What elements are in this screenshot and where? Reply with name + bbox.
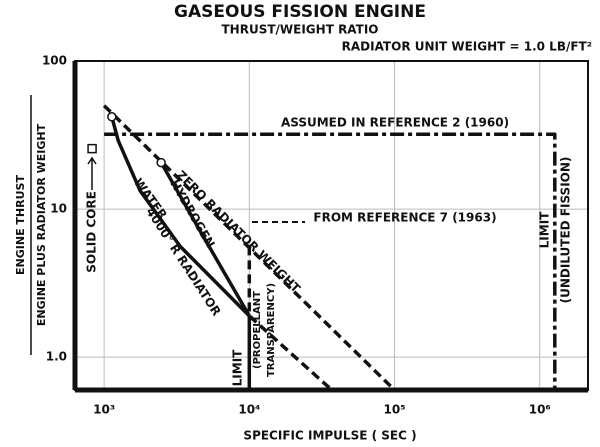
series-line bbox=[159, 161, 251, 317]
series-line bbox=[247, 246, 333, 392]
start-marker bbox=[156, 157, 166, 168]
chart-note: RADIATOR UNIT WEIGHT = 1.0 LB/FT² bbox=[342, 40, 592, 54]
annotation: LIMIT bbox=[538, 211, 552, 249]
annotation: (UNDILUTED FISSION) bbox=[559, 157, 573, 304]
annotation: LIMIT bbox=[231, 349, 245, 387]
point bbox=[87, 143, 97, 154]
arrow bbox=[87, 156, 97, 190]
annotation: (PROPELLANT bbox=[252, 291, 263, 369]
y-tick-label: 1.0 bbox=[46, 350, 67, 364]
series-line bbox=[110, 116, 251, 318]
series-label: FROM REFERENCE 7 (1963) bbox=[313, 211, 496, 225]
chart-title: GASEOUS FISSION ENGINE bbox=[174, 2, 426, 22]
y-tick-label: 10 bbox=[50, 202, 67, 216]
y-axis-label: ENGINE PLUS RADIATOR WEIGHT bbox=[35, 123, 48, 326]
series-label: SOLID CORE bbox=[85, 191, 99, 273]
y-tick-label: 100 bbox=[42, 54, 67, 68]
x-axis-label: SPECIFIC IMPULSE ( SEC ) bbox=[243, 429, 416, 443]
series-line bbox=[104, 132, 557, 390]
chart-subtitle: THRUST/WEIGHT RATIO bbox=[221, 23, 378, 37]
annotation: TRANSPARENCY) bbox=[266, 283, 277, 377]
x-tick-label: 10³ bbox=[93, 403, 115, 417]
x-tick-label: 10⁶ bbox=[529, 403, 551, 417]
x-tick-label: 10⁴ bbox=[238, 403, 260, 417]
series-label: ASSUMED IN REFERENCE 2 (1960) bbox=[281, 116, 509, 130]
y-axis-label: ENGINE THRUST bbox=[14, 175, 27, 275]
start-marker bbox=[107, 112, 117, 122]
x-tick-label: 10⁵ bbox=[384, 403, 406, 417]
